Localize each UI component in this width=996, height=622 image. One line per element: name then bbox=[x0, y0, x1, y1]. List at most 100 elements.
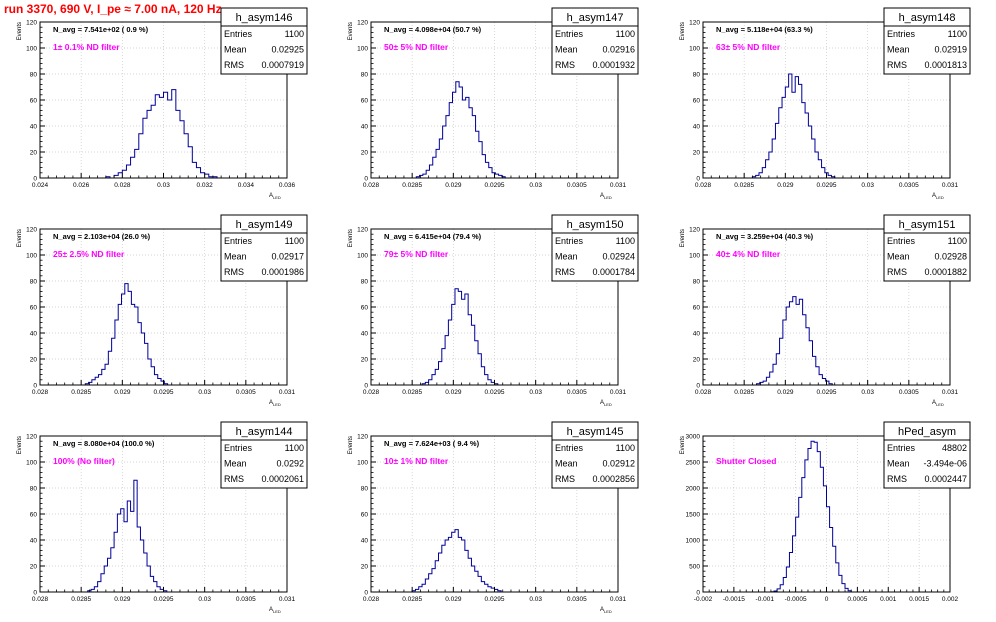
filter-label: 100% (No filter) bbox=[53, 456, 115, 466]
x-tick-label: 0.028 bbox=[695, 389, 712, 396]
histogram-panel-hPed_asym: -0.002 -0.0015 -0.001 -0.0005 0 0.0005 0.001 0.… bbox=[680, 421, 971, 603]
stats-value: 1100 bbox=[948, 236, 967, 246]
stats-label: Mean bbox=[224, 252, 247, 262]
y-tick-label: 80 bbox=[361, 486, 369, 493]
histogram-panel-h_asym146: 0.024 0.026 0.028 0.03 0.032 0.034 0.036 0 20 40 6… bbox=[17, 7, 308, 200]
y-tick-label: 0 bbox=[696, 590, 700, 597]
y-tick-label: 20 bbox=[30, 564, 38, 571]
stats-label: RMS bbox=[887, 267, 907, 277]
navg-label: N_avg = 8.080e+04 (100.0 %) bbox=[53, 439, 155, 448]
y-tick-label: 2000 bbox=[686, 486, 701, 493]
filter-label: 40± 4% ND filter bbox=[716, 249, 781, 259]
y-tick-label: 0 bbox=[33, 176, 37, 183]
x-axis-label: ALED bbox=[269, 400, 281, 407]
y-tick-label: 3000 bbox=[686, 434, 701, 441]
stats-label: RMS bbox=[224, 60, 244, 70]
navg-label: N_avg = 5.118e+04 (63.3 %) bbox=[716, 25, 813, 34]
stats-box bbox=[220, 214, 308, 282]
y-tick-label: 40 bbox=[30, 538, 38, 545]
x-tick-label: 0.029 bbox=[445, 389, 462, 396]
x-tick-label: -0.002 bbox=[694, 596, 713, 603]
y-tick-label: 40 bbox=[361, 331, 369, 338]
x-tick-label: 0.0295 bbox=[485, 389, 505, 396]
histogram-series bbox=[756, 296, 833, 385]
x-tick-label: 0.002 bbox=[942, 596, 959, 603]
y-tick-label: 80 bbox=[693, 279, 701, 286]
stats-value: 1100 bbox=[285, 29, 304, 39]
x-tick-label: 0.031 bbox=[610, 596, 627, 603]
x-tick-label: 0.0285 bbox=[734, 389, 754, 396]
stats-label: Entries bbox=[224, 443, 253, 453]
y-tick-label: 120 bbox=[689, 227, 700, 234]
y-tick-label: 120 bbox=[689, 20, 700, 27]
x-tick-label: 0.031 bbox=[942, 182, 959, 189]
x-tick-label: 0.028 bbox=[695, 182, 712, 189]
stats-label: RMS bbox=[555, 474, 575, 484]
filter-label: 25± 2.5% ND filter bbox=[53, 249, 125, 259]
stats-label: Entries bbox=[224, 236, 253, 246]
x-axis-label: ALED bbox=[269, 607, 281, 614]
y-tick-label: 20 bbox=[30, 150, 38, 157]
stats-value: 0.02917 bbox=[271, 252, 304, 262]
x-tick-label: 0.0295 bbox=[817, 182, 837, 189]
x-axis-label: ALED bbox=[600, 607, 612, 614]
y-tick-label: 100 bbox=[26, 253, 37, 260]
histogram-panel-h_asym150: 0.028 0.0285 0.029 0.0295 0.03 0.0305 0.031 0 20… bbox=[348, 214, 639, 407]
y-axis-label: Events bbox=[680, 229, 686, 247]
x-tick-label: 0.0005 bbox=[847, 596, 867, 603]
x-axis-label-subscript: LED bbox=[273, 195, 281, 200]
x-tick-label: 0.024 bbox=[32, 182, 49, 189]
stats-title: h_asym146 bbox=[236, 12, 293, 24]
y-tick-label: 0 bbox=[33, 383, 37, 390]
y-axis-label: Events bbox=[17, 436, 23, 454]
histogram-panel-h_asym144: 0.028 0.0285 0.029 0.0295 0.03 0.0305 0.031 0 20… bbox=[17, 421, 308, 614]
y-tick-label: 0 bbox=[696, 176, 700, 183]
x-tick-label: 0.0285 bbox=[71, 596, 91, 603]
filter-label: Shutter Closed bbox=[716, 456, 776, 466]
x-tick-label: 0.0295 bbox=[154, 596, 174, 603]
y-tick-label: 80 bbox=[30, 279, 38, 286]
histogram-series bbox=[84, 283, 169, 385]
y-tick-label: 60 bbox=[693, 98, 701, 105]
stats-box bbox=[883, 214, 971, 282]
stats-box bbox=[220, 421, 308, 489]
y-tick-label: 40 bbox=[693, 124, 701, 131]
y-tick-label: 0 bbox=[364, 590, 368, 597]
y-tick-label: 2500 bbox=[686, 460, 701, 467]
stats-value: 0.0002856 bbox=[592, 474, 635, 484]
stats-value: 0.02912 bbox=[602, 459, 635, 469]
filter-label: 10± 1% ND filter bbox=[384, 456, 449, 466]
x-axis-label-subscript: LED bbox=[273, 609, 281, 614]
y-tick-label: 60 bbox=[361, 98, 369, 105]
x-tick-label: 0.028 bbox=[32, 596, 49, 603]
x-tick-label: 0.0305 bbox=[567, 389, 587, 396]
y-tick-label: 100 bbox=[26, 46, 37, 53]
stats-value: 0.0007919 bbox=[261, 60, 304, 70]
x-tick-label: 0.031 bbox=[610, 182, 627, 189]
stats-value: 0.0001784 bbox=[592, 267, 635, 277]
stats-label: Entries bbox=[555, 443, 584, 453]
x-axis-label: ALED bbox=[932, 400, 944, 407]
stats-value: 48802 bbox=[942, 443, 967, 453]
y-tick-label: 60 bbox=[30, 305, 38, 312]
x-axis-label-subscript: LED bbox=[604, 402, 612, 407]
x-tick-label: 0.029 bbox=[777, 389, 794, 396]
stats-value: 0.02916 bbox=[602, 45, 635, 55]
y-tick-label: 60 bbox=[30, 98, 38, 105]
stats-box bbox=[551, 214, 639, 282]
filter-label: 63± 5% ND filter bbox=[716, 42, 781, 52]
x-tick-label: 0.03 bbox=[157, 182, 170, 189]
x-tick-label: 0.028 bbox=[114, 182, 131, 189]
x-tick-label: 0.026 bbox=[73, 182, 90, 189]
x-tick-label: 0.031 bbox=[610, 389, 627, 396]
histogram-series bbox=[770, 440, 852, 593]
navg-label: N_avg = 7.624e+03 ( 9.4 %) bbox=[384, 439, 480, 448]
y-tick-label: 120 bbox=[26, 20, 37, 27]
x-tick-label: 0.0285 bbox=[402, 182, 422, 189]
x-tick-label: 0.001 bbox=[880, 596, 897, 603]
x-tick-label: 0.028 bbox=[32, 389, 49, 396]
y-tick-label: 20 bbox=[693, 357, 701, 364]
histogram-series bbox=[751, 73, 836, 178]
x-tick-label: 0.031 bbox=[942, 389, 959, 396]
